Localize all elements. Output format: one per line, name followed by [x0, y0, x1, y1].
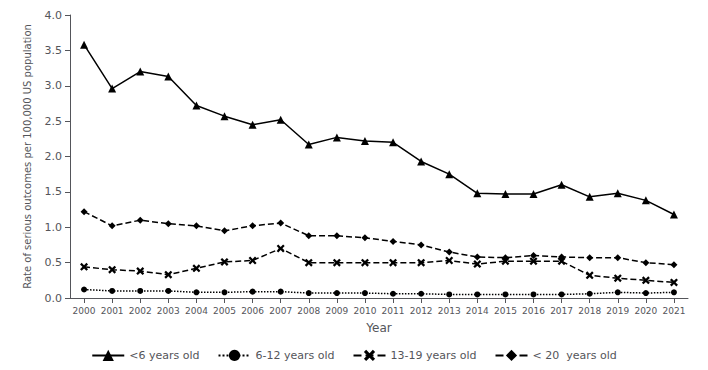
svg-text:13-19 years old: 13-19 years old [391, 349, 477, 362]
svg-text:2020: 2020 [634, 306, 657, 316]
svg-text:2004: 2004 [185, 306, 208, 316]
svg-text:0.5: 0.5 [45, 256, 63, 269]
svg-text:6-12 years old: 6-12 years old [256, 349, 335, 362]
svg-text:2019: 2019 [606, 306, 629, 316]
svg-text:2002: 2002 [129, 306, 152, 316]
svg-text:Year: Year [365, 321, 391, 335]
svg-text:2005: 2005 [213, 306, 236, 316]
svg-text:1.0: 1.0 [45, 221, 63, 234]
svg-text:2007: 2007 [269, 306, 292, 316]
svg-text:1.5: 1.5 [45, 185, 63, 198]
svg-text:2013: 2013 [438, 306, 461, 316]
svg-text:2006: 2006 [241, 306, 264, 316]
svg-text:< 20 years old: < 20 years old [533, 349, 617, 362]
svg-text:2014: 2014 [466, 306, 489, 316]
svg-text:Rate of serious outcomes per 1: Rate of serious outcomes per 100,000 US … [22, 24, 33, 289]
svg-text:2015: 2015 [494, 306, 517, 316]
svg-text:0.0: 0.0 [45, 292, 63, 305]
svg-text:2011: 2011 [382, 306, 405, 316]
svg-text:2000: 2000 [73, 306, 96, 316]
svg-text:2008: 2008 [297, 306, 320, 316]
svg-text:2.5: 2.5 [45, 115, 63, 128]
svg-text:3.5: 3.5 [45, 44, 63, 57]
svg-text:2010: 2010 [354, 306, 377, 316]
svg-text:2012: 2012 [410, 306, 433, 316]
svg-text:2.0: 2.0 [45, 150, 63, 163]
svg-text:2001: 2001 [101, 306, 124, 316]
svg-text:2009: 2009 [325, 306, 348, 316]
svg-text:2021: 2021 [663, 306, 686, 316]
svg-text:2018: 2018 [578, 306, 601, 316]
svg-text:2017: 2017 [550, 306, 573, 316]
svg-text:4.0: 4.0 [45, 9, 63, 22]
svg-text:2003: 2003 [157, 306, 180, 316]
svg-text:2016: 2016 [522, 306, 545, 316]
svg-text:3.0: 3.0 [45, 79, 63, 92]
svg-text:<6 years old: <6 years old [129, 349, 199, 362]
